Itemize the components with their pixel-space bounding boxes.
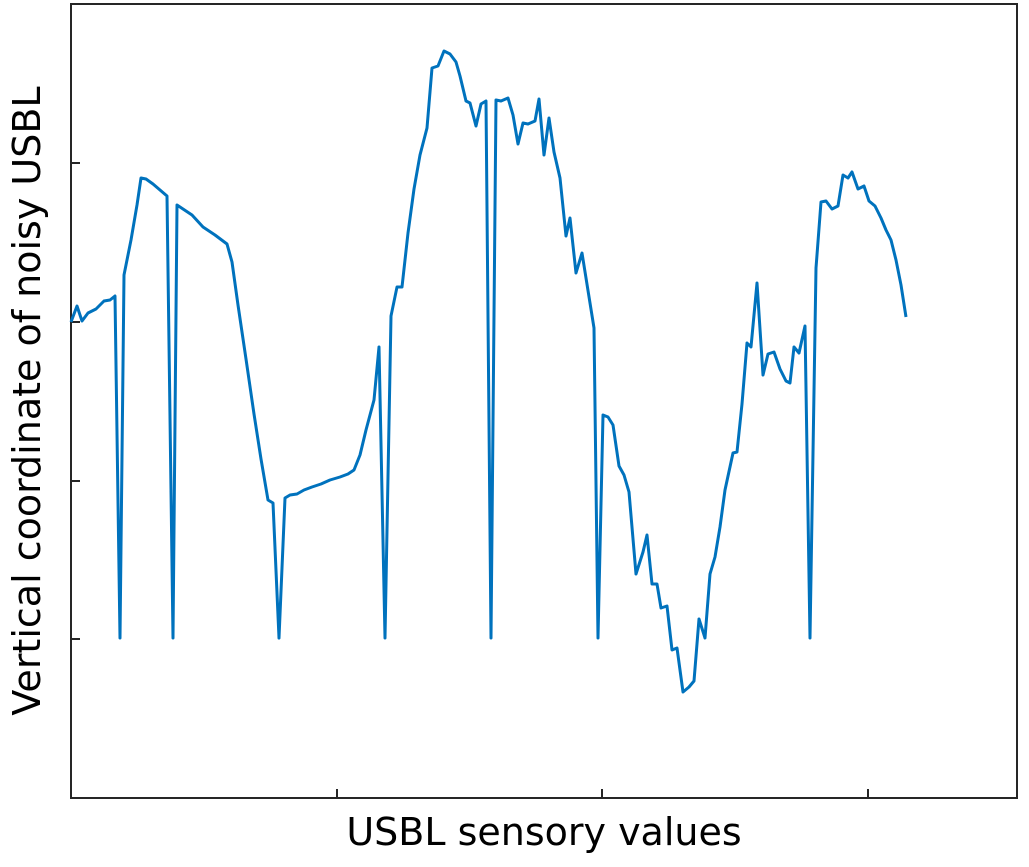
x-axis-label: USBL sensory values [346, 810, 741, 854]
axes-box [70, 3, 1018, 799]
y-axis-label: Vertical coordinate of noisy USBL [5, 86, 49, 715]
data-line [69, 49, 908, 694]
